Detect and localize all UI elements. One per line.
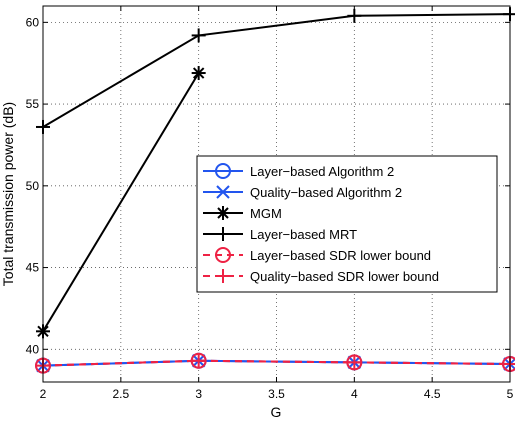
legend-label: Layer−based MRT <box>250 227 357 242</box>
marker-plus <box>347 355 362 370</box>
legend-label: Layer−based Algorithm 2 <box>250 164 394 179</box>
marker-x-stroke <box>216 185 230 199</box>
marker-star-stroke <box>192 67 205 79</box>
y-axis-label: Total transmission power (dB) <box>0 102 16 286</box>
x-axis-label: G <box>271 404 282 420</box>
x-tick-label: 2.5 <box>112 387 129 401</box>
series-layer <box>35 7 515 374</box>
y-tick-label: 40 <box>26 342 40 356</box>
marker-star-stroke <box>217 207 229 219</box>
legend-label: Quality−based Algorithm 2 <box>250 185 402 200</box>
legend-item: Quality−based Algorithm 2 <box>203 185 402 200</box>
legend-item: Quality−based SDR lower bound <box>203 269 439 284</box>
x-tick-label: 5 <box>507 387 514 401</box>
series-line <box>42 13 511 128</box>
axis-ticks <box>42 6 511 382</box>
y-tick-label: 55 <box>26 97 40 111</box>
x-tick-label: 3.5 <box>268 387 285 401</box>
legend-box <box>196 155 498 293</box>
series-line <box>42 72 200 332</box>
marker-star <box>191 66 206 81</box>
series-line <box>42 359 511 367</box>
marker-circle <box>215 163 231 179</box>
marker-circle <box>215 247 231 263</box>
marker-x <box>216 185 230 199</box>
x-tick-label: 4 <box>351 387 358 401</box>
y-tick-label: 60 <box>26 15 40 29</box>
y-tick-label: 50 <box>26 179 40 193</box>
legend-item: MGM <box>203 206 282 221</box>
marker-plus <box>191 28 206 43</box>
x-tick-label: 3 <box>195 387 202 401</box>
legend-item: Layer−based Algorithm 2 <box>203 163 394 179</box>
marker-plus <box>191 353 206 368</box>
marker-star <box>216 206 230 220</box>
legend-label: Layer−based SDR lower bound <box>250 248 431 263</box>
x-tick-label: 4.5 <box>424 387 441 401</box>
x-tick-label: 2 <box>40 387 47 401</box>
legend-item: Layer−based SDR lower bound <box>203 247 431 263</box>
marker-plus <box>216 269 230 283</box>
legend-label: MGM <box>250 206 282 221</box>
legend-item: Layer−based MRT <box>203 227 357 242</box>
axis-tick-labels: 2 2.5 3 3.5 4 4.5 5 40 45 50 55 60 <box>26 15 514 401</box>
marker-plus <box>347 8 362 23</box>
marker-plus <box>216 227 230 241</box>
legend: Layer−based Algorithm 2 Quality−based Alg… <box>196 155 498 293</box>
y-tick-label: 45 <box>26 261 40 275</box>
legend-label: Quality−based SDR lower bound <box>250 269 439 284</box>
